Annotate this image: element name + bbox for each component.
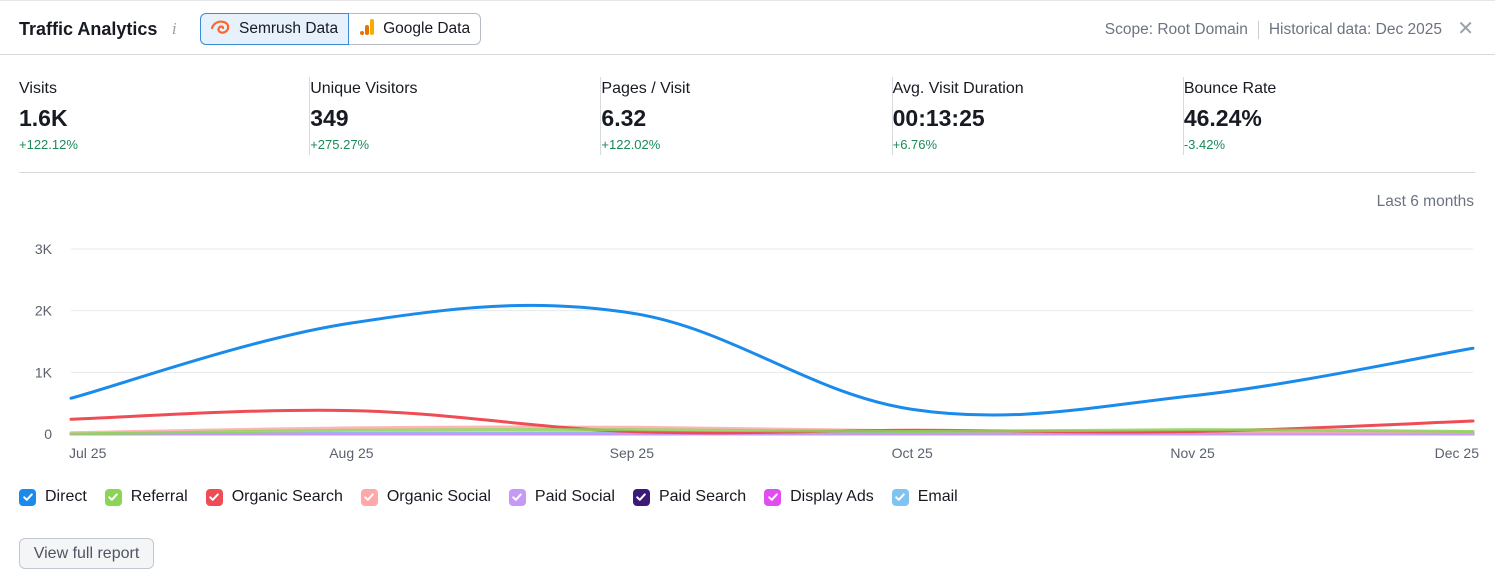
legend-label: Paid Social [534,488,615,505]
tab-label: Semrush Data [239,20,339,37]
metric-value: 46.24% [1183,105,1262,131]
metric-value: 6.32 [601,105,647,131]
metric-value: 349 [310,105,349,131]
y-tick-label: 3K [35,241,53,257]
metric-value: 1.6K [19,105,68,131]
google-analytics-icon [359,18,375,41]
legend-label: Paid Search [658,488,747,505]
series-line-direct [69,303,1475,417]
tab-semrush-data[interactable]: Semrush Data [200,13,350,45]
metric-delta: +122.12% [19,137,78,152]
historical-label: Historical data: Dec 2025 [1268,21,1442,38]
legend-item-paid-social[interactable]: Paid Social [508,488,615,506]
metric-label: Unique Visitors [310,80,418,97]
legend-label: Organic Search [231,488,343,505]
x-tick-label: Dec 25 [1435,445,1480,461]
period-label: Last 6 months [1376,193,1474,210]
x-tick-label: Oct 25 [892,445,933,461]
legend-item-email[interactable]: Email [891,488,958,506]
metric-label: Pages / Visit [601,80,691,97]
legend-item-paid-search[interactable]: Paid Search [632,488,747,506]
metric-delta: +275.27% [310,137,370,152]
y-tick-label: 1K [35,364,53,380]
metric-delta: +6.76% [892,137,938,152]
tab-google-data[interactable]: Google Data [349,13,482,45]
legend-item-display-ads[interactable]: Display Ads [764,488,874,506]
checkbox-checked-icon[interactable] [205,488,223,506]
data-source-toggle: Semrush Data Google Data [200,13,482,45]
x-tick-label: Jul 25 [69,445,107,461]
legend-item-referral[interactable]: Referral [104,488,188,506]
traffic-line-chart: 0 1K 2K 3K Jul 25 Aug 25 Sep 25 Oct 25 Nov 25 Dec… [35,241,1480,461]
metrics-row: Visits 1.6K +122.12% Unique Visitors 349… [19,77,1475,155]
x-tick-label: Nov 25 [1170,445,1215,461]
legend-item-organic-search[interactable]: Organic Search [205,488,343,506]
legend-label: Organic Social [386,488,491,505]
info-icon[interactable]: i [172,20,177,38]
series-line-referral [69,428,1475,436]
metric-value: 00:13:25 [892,105,985,131]
metric-bounce-rate: Bounce Rate 46.24% -3.42% [1184,77,1475,155]
semrush-logo-icon [210,20,231,39]
checkbox-checked-icon[interactable] [764,488,782,506]
divider [19,172,1475,173]
metric-delta: +122.02% [601,137,661,152]
x-tick-label: Sep 25 [610,445,655,461]
checkbox-checked-icon[interactable] [632,488,650,506]
y-tick-label: 0 [44,426,52,442]
legend-label: Direct [45,488,87,505]
x-tick-label: Aug 25 [329,445,374,461]
metric-label: Visits [19,80,57,97]
legend-item-organic-social[interactable]: Organic Social [360,488,491,506]
scope-label: Scope: Root Domain [1104,21,1248,38]
checkbox-checked-icon[interactable] [508,488,526,506]
metric-avg-visit-duration: Avg. Visit Duration 00:13:25 +6.76% [893,77,1184,155]
scope-info: Scope: Root Domain Historical data: Dec … [1105,21,1442,39]
widget-title: Traffic Analytics [19,19,158,39]
checkbox-checked-icon[interactable] [104,488,122,506]
checkbox-checked-icon[interactable] [19,488,36,506]
view-full-report-button[interactable]: View full report [19,538,154,569]
metric-unique-visitors: Unique Visitors 349 +275.27% [310,77,602,155]
legend-label: Referral [130,488,188,505]
metric-label: Avg. Visit Duration [892,80,1024,97]
metric-delta: -3.42% [1183,137,1226,152]
widget-header: Traffic Analytics i Semrush Data [0,1,1495,55]
metric-label: Bounce Rate [1183,80,1277,97]
legend-label: Display Ads [790,488,874,505]
chart-legend: Direct Referral Organic Search Organic Soci… [19,488,976,506]
metric-pages-per-visit: Pages / Visit 6.32 +122.02% [601,77,893,155]
legend-label: Email [917,488,958,505]
checkbox-checked-icon[interactable] [891,488,909,506]
checkbox-checked-icon[interactable] [360,488,378,506]
metric-visits: Visits 1.6K +122.12% [19,77,311,155]
separator [1257,21,1259,39]
close-icon[interactable]: ✕ [1457,18,1474,40]
y-tick-label: 2K [35,303,53,319]
legend-item-direct[interactable]: Direct [19,488,87,506]
tab-label: Google Data [383,20,471,37]
